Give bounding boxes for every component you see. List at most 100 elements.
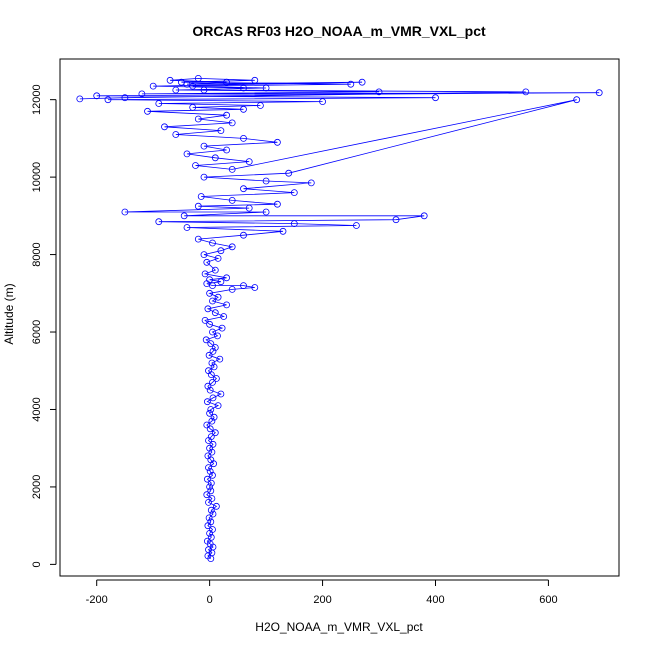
x-tick-label: 600 [539, 594, 557, 606]
data-point [228, 119, 236, 127]
data-point [206, 467, 214, 475]
data-point [209, 394, 217, 402]
data-point [228, 285, 236, 293]
data-point [573, 96, 581, 104]
data-point [166, 76, 174, 84]
data-point [209, 328, 216, 336]
data-point [217, 127, 225, 135]
data-point [192, 162, 199, 169]
data-point [206, 276, 214, 284]
data-point [273, 200, 281, 208]
data-point [200, 142, 208, 150]
data-point [212, 375, 220, 382]
data-point [211, 266, 219, 274]
data-point [202, 336, 210, 344]
data-point [240, 282, 247, 290]
data-point [223, 146, 231, 154]
data-point [273, 138, 281, 146]
data-point [194, 75, 202, 82]
data-point [206, 483, 214, 491]
data-point [207, 506, 215, 514]
data-point [210, 363, 218, 371]
data-point [206, 320, 214, 328]
data-point [209, 297, 216, 305]
data-point [290, 189, 298, 197]
data-point [285, 169, 293, 177]
data-point [211, 344, 219, 351]
data-point [240, 84, 247, 92]
data-point [180, 212, 188, 220]
data-point [204, 305, 212, 313]
data-point [194, 202, 202, 210]
data-point [245, 158, 253, 166]
data-point [76, 95, 84, 103]
data-point [205, 464, 212, 472]
data-point [240, 105, 247, 113]
data-point [161, 123, 168, 131]
data-point [207, 487, 215, 495]
data-point [218, 324, 226, 332]
data-point [206, 409, 214, 417]
data-point [203, 421, 211, 429]
data-point [203, 398, 211, 406]
data-point [197, 193, 205, 200]
data-point [217, 247, 225, 255]
data-point [206, 289, 214, 297]
data-point [211, 309, 219, 317]
data-point [240, 231, 247, 239]
data-point [352, 222, 360, 229]
x-tick-label: 0 [207, 594, 213, 606]
data-point [208, 417, 216, 425]
data-point [209, 347, 217, 355]
data-point [121, 208, 129, 216]
data-point [207, 433, 215, 441]
x-tick-label: 400 [426, 594, 444, 606]
data-point [209, 239, 216, 247]
data-point [228, 165, 236, 173]
data-point [251, 76, 259, 84]
data-point [104, 96, 112, 104]
data-point [201, 316, 209, 324]
data-point [209, 510, 217, 518]
data-point [172, 86, 180, 94]
data-point [214, 293, 222, 301]
y-tick-label: 10000 [31, 162, 43, 193]
y-tick-label: 2000 [31, 475, 43, 499]
data-point [214, 402, 222, 410]
data-point [214, 254, 222, 262]
data-point [149, 82, 157, 90]
data-point [228, 196, 236, 204]
plot-area-frame [59, 58, 620, 577]
data-point [200, 86, 208, 94]
data-point [251, 284, 259, 291]
data-point [203, 491, 211, 499]
data-point [203, 475, 211, 483]
data-point [211, 429, 219, 437]
data-point [223, 78, 231, 86]
data-point [207, 518, 215, 526]
data-point [207, 406, 215, 413]
data-point [245, 204, 253, 212]
data-point [262, 208, 270, 216]
data-point [121, 94, 129, 102]
data-point [194, 235, 202, 243]
chart-title: ORCAS RF03 H2O_NOAA_m_VMR_VXL_pct [192, 23, 486, 39]
data-point [375, 88, 383, 96]
data-point [392, 216, 400, 224]
data-point [200, 251, 208, 259]
data-point [183, 150, 191, 158]
y-tick-label: 0 [31, 561, 43, 567]
data-point [223, 301, 231, 309]
data-point [200, 173, 208, 181]
data-point [307, 179, 315, 187]
data-point [204, 382, 212, 390]
data-point [211, 154, 219, 162]
y-tick-label: 6000 [31, 320, 43, 344]
data-point [205, 514, 213, 522]
data-point [209, 378, 216, 386]
data-series [76, 75, 603, 562]
y-tick-label: 4000 [31, 397, 43, 421]
data-point [216, 355, 224, 363]
data-point [208, 359, 216, 367]
data-point [205, 498, 212, 506]
